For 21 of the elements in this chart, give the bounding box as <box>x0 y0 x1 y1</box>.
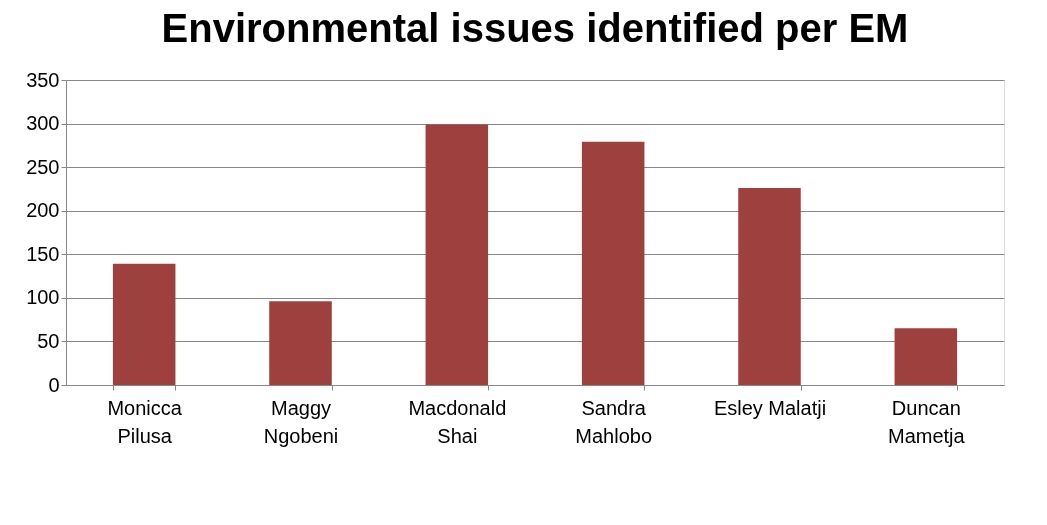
y-tick-label: 50 <box>37 329 60 352</box>
bar <box>269 301 332 385</box>
y-tick-label: 200 <box>26 199 60 222</box>
y-tick-label: 100 <box>26 286 60 309</box>
bar <box>894 328 958 385</box>
x-tick-label: Esley Malatji <box>713 396 827 419</box>
x-tick-label: Sandra Mahlobo <box>575 396 653 447</box>
y-tick-label: 150 <box>26 242 60 265</box>
bar <box>581 141 645 385</box>
y-tick-label: 0 <box>48 373 60 396</box>
y-tick-label: 250 <box>26 155 60 178</box>
y-tick-label: 300 <box>26 112 60 135</box>
x-tick-label: Macdonald Shai <box>408 396 507 447</box>
y-tick-label: 350 <box>26 68 60 91</box>
bar <box>425 124 489 385</box>
chart-title: Environmental issues identified per EM <box>161 6 909 50</box>
bar <box>112 263 176 385</box>
bar <box>738 188 801 385</box>
x-tick-label: Maggy Ngobeni <box>263 396 339 447</box>
x-tick-label: Monicca Pilusa <box>107 396 183 447</box>
x-tick-label: Duncan Mametja <box>887 396 966 447</box>
